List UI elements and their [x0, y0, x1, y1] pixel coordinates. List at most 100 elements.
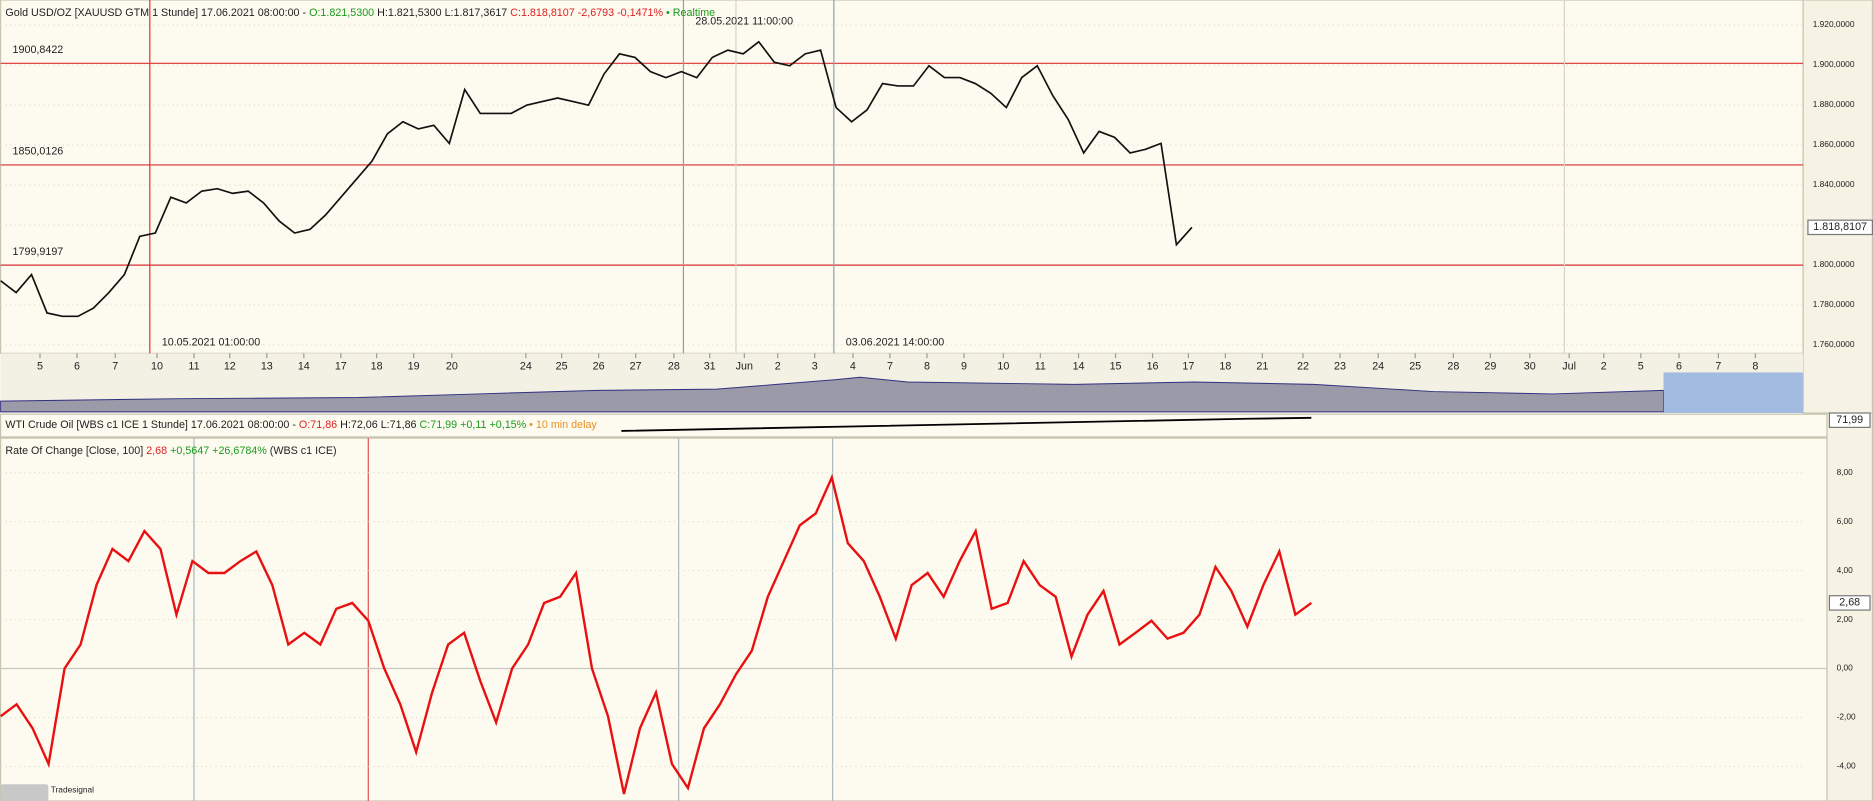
x-tick-label: 8 [924, 360, 930, 372]
x-tick-label: Jun [736, 360, 753, 372]
x-tick-label: 7 [112, 360, 118, 372]
y-tick-label: 1.920,0000 [1813, 19, 1855, 29]
x-tick-label: 15 [1110, 360, 1122, 372]
x-tick-label: 6 [1676, 360, 1682, 372]
x-tick-label: 8 [1752, 360, 1758, 372]
x-tick-label: 10 [151, 360, 163, 372]
x-tick-label: 14 [298, 360, 310, 372]
close: C:71,99 [420, 419, 458, 431]
x-tick-label: 18 [371, 360, 383, 372]
level-label: 1900,8422 [13, 44, 64, 56]
x-tick-label: Jul [1562, 360, 1576, 372]
x-tick-label: 3 [812, 360, 818, 372]
price-line [0, 473, 1313, 795]
low: L:1.817,3617 [445, 7, 508, 19]
y-tick-label: 0,00 [1837, 663, 1854, 673]
y-tick-label: 1.860,0000 [1813, 139, 1855, 149]
y-tick-label: 1.880,0000 [1813, 99, 1855, 109]
last-value-label: 1.818,8107 [1813, 221, 1867, 233]
low: L:71,86 [381, 419, 417, 431]
change-pct: -0,1471% [617, 7, 663, 19]
x-tick-label: 31 [704, 360, 716, 372]
status: • 10 min delay [529, 419, 597, 431]
x-tick-label: 24 [520, 360, 532, 372]
x-tick-label: 18 [1219, 360, 1231, 372]
logo: Tradesignal [51, 784, 94, 794]
x-tick-label: 17 [335, 360, 347, 372]
change: -2,6793 [578, 7, 614, 19]
x-tick-label: 27 [630, 360, 642, 372]
x-tick-label: 30 [1524, 360, 1536, 372]
wti-last-box [1828, 412, 1871, 428]
x-tick-label: 7 [1715, 360, 1721, 372]
last-value-box [1828, 595, 1871, 611]
x-tick-label: 11 [1035, 360, 1046, 372]
x-tick-label: 28 [1447, 360, 1459, 372]
x-tick-label: 9 [961, 360, 967, 372]
y-tick-label: -4,00 [1837, 761, 1856, 771]
change-pct: +26,6784% [212, 445, 267, 457]
y-tick-label: 1.800,0000 [1813, 259, 1855, 269]
x-tick-label: 7 [887, 360, 893, 372]
wti-header: WTI Crude Oil [WBS c1 ICE 1 Stunde] 17.0… [5, 419, 597, 431]
x-tick-label: 5 [1638, 360, 1644, 372]
x-tick-label: 19 [408, 360, 420, 372]
time-marker-label: 10.05.2021 01:00:00 [162, 336, 261, 348]
y-tick-label: 4,00 [1837, 565, 1854, 575]
x-tick-label: 22 [1297, 360, 1309, 372]
x-tick-label: 11 [188, 360, 199, 372]
gold-plot-area [0, 0, 1804, 354]
change-pct: +0,15% [489, 419, 526, 431]
last-value-label: 2,68 [1839, 597, 1860, 609]
level-label: 1850,0126 [13, 146, 64, 158]
x-tick-label: 29 [1484, 360, 1496, 372]
time-marker-label: 28.05.2021 11:00:00 [695, 15, 793, 27]
name: Rate Of Change [Close, 100] [5, 445, 143, 457]
close: C:1.818,8107 [510, 7, 574, 19]
x-tick-label: 26 [593, 360, 605, 372]
level-label: 1799,9197 [13, 246, 64, 258]
x-tick-label: 25 [556, 360, 568, 372]
y-tick-label: 8,00 [1837, 467, 1854, 477]
y-tick-label: 1.780,0000 [1813, 299, 1855, 309]
open: O:71,86 [299, 419, 337, 431]
y-tick-label: 1.900,0000 [1813, 59, 1855, 69]
x-tick-label: 14 [1073, 360, 1085, 372]
x-tick-label: 13 [261, 360, 273, 372]
symbol: Gold USD/OZ [XAUUSD GTM 1 Stunde] 17.06.… [5, 7, 306, 19]
symbol: WTI Crude Oil [WBS c1 ICE 1 Stunde] 17.0… [5, 419, 296, 431]
gold-price-axis [1802, 0, 1873, 414]
source: (WBS c1 ICE) [270, 445, 337, 457]
change: +0,5647 [170, 445, 209, 457]
last-value-box [1807, 219, 1873, 236]
y-tick-label: 1.840,0000 [1813, 179, 1855, 189]
x-tick-label: 2 [1601, 360, 1607, 372]
x-tick-label: 25 [1409, 360, 1421, 372]
x-tick-label: 17 [1182, 360, 1194, 372]
wti-last-label: 71,99 [1836, 414, 1863, 426]
y-tick-label: -2,00 [1837, 712, 1856, 722]
value: 2,68 [146, 445, 167, 457]
change: +0,11 [460, 419, 486, 431]
roc-header: Rate Of Change [Close, 100] 2,68 +0,5647… [5, 445, 336, 457]
x-tick-label: 20 [446, 360, 458, 372]
x-tick-label: 23 [1334, 360, 1346, 372]
y-tick-label: 6,00 [1837, 516, 1854, 526]
x-tick-label: 6 [74, 360, 80, 372]
x-tick-label: 24 [1372, 360, 1384, 372]
navigator-window[interactable] [1663, 372, 1804, 414]
x-tick-label: 2 [775, 360, 781, 372]
x-tick-label: 16 [1147, 360, 1159, 372]
gold-header: Gold USD/OZ [XAUUSD GTM 1 Stunde] 17.06.… [5, 7, 715, 19]
high: H:1.821,5300 [377, 7, 441, 19]
time-marker-label: 03.06.2021 14:00:00 [846, 336, 945, 348]
open: O:1.821,5300 [309, 7, 374, 19]
overview-navigator[interactable] [0, 376, 1664, 413]
high: H:72,06 [340, 419, 378, 431]
y-tick-label: 2,00 [1837, 614, 1854, 624]
x-tick-label: 21 [1256, 360, 1268, 372]
x-tick-label: 5 [37, 360, 43, 372]
x-tick-label: 4 [850, 360, 856, 372]
x-tick-label: 28 [668, 360, 680, 372]
